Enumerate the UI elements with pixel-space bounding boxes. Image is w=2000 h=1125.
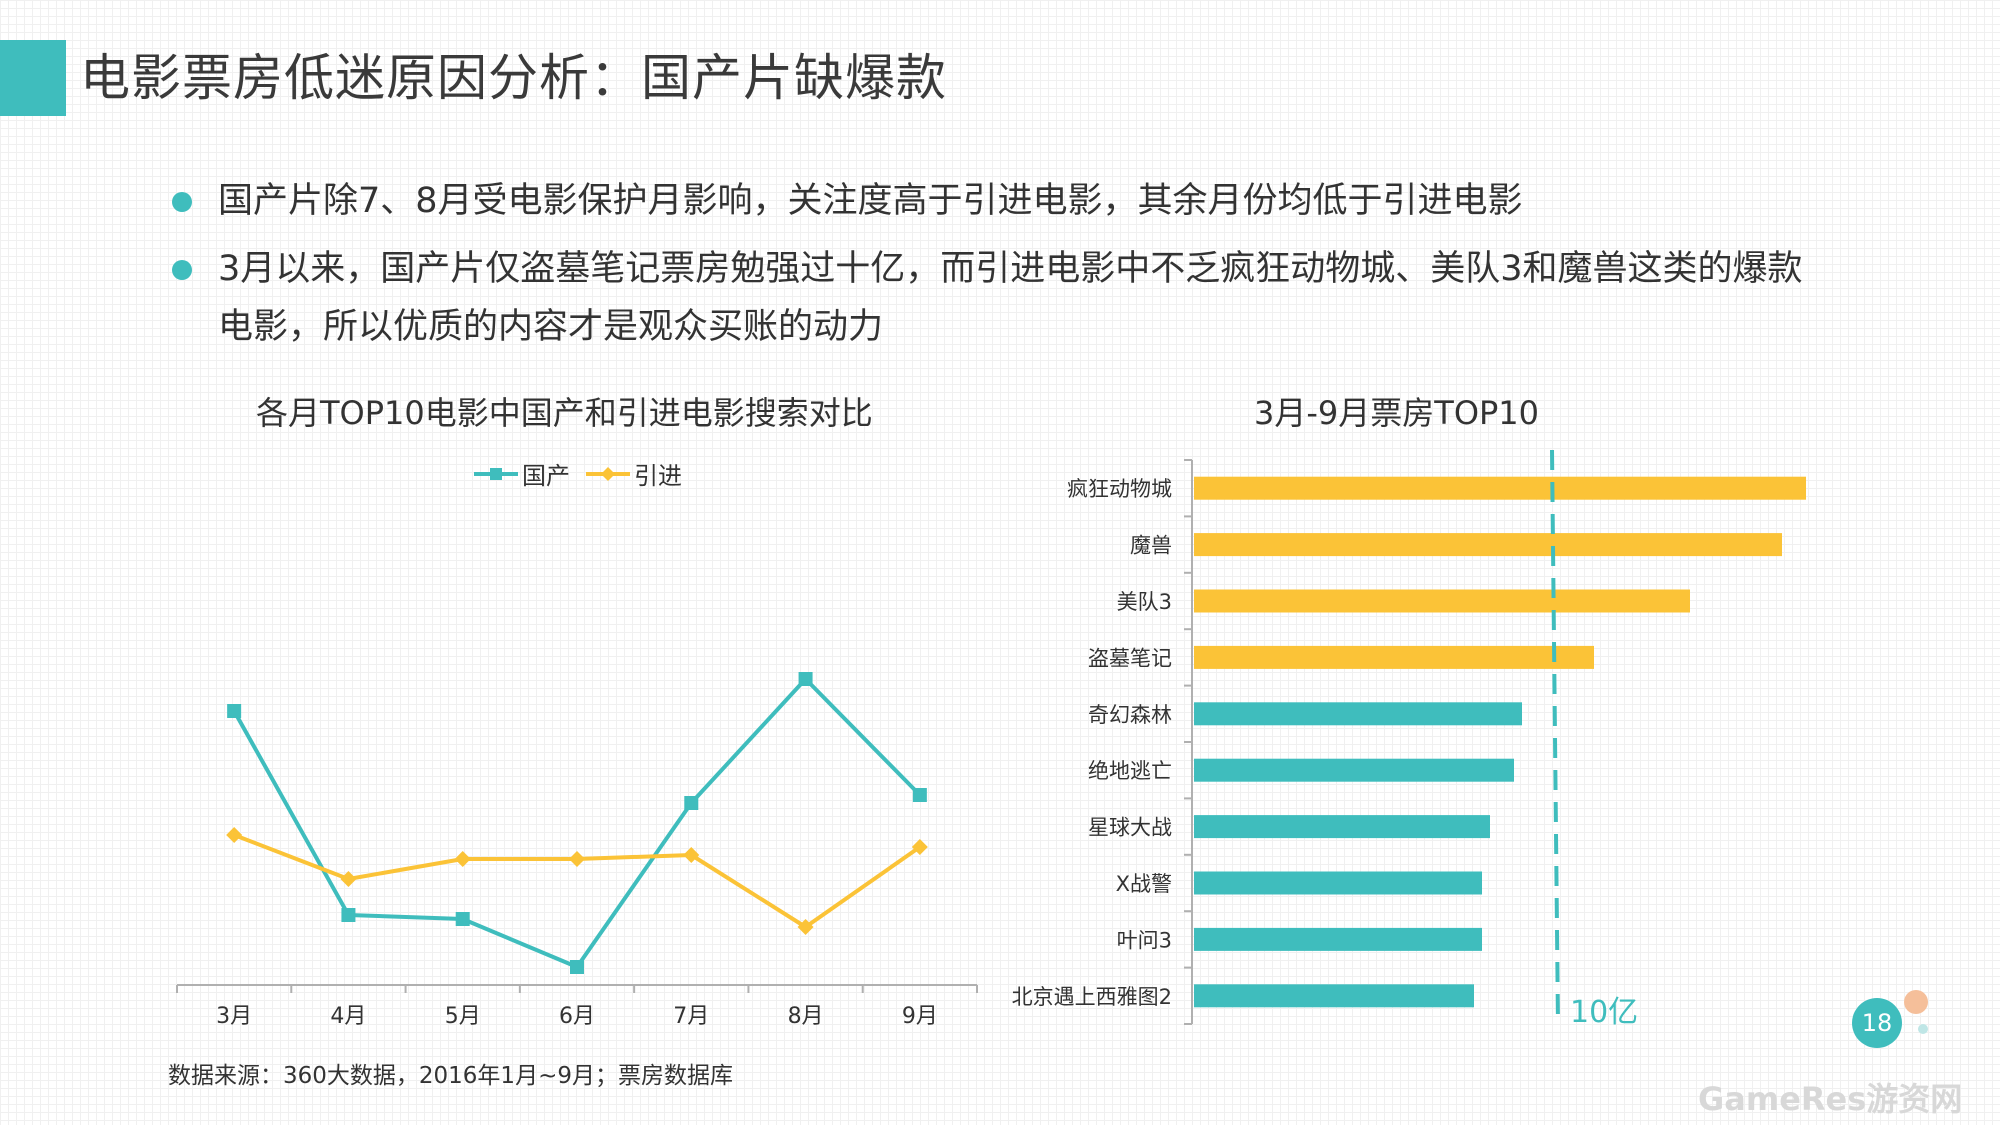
reference-line-label: 10亿 [1570, 995, 1638, 1030]
bar [1194, 758, 1514, 782]
line-chart-title: 各月TOP10电影中国产和引进电影搜索对比 [256, 394, 873, 432]
bullet-text: 3月以来，国产片仅盗墓笔记票房勉强过十亿，而引进电影中不乏疯狂动物城、美队3和魔… [218, 249, 1803, 347]
data-point-domestic [798, 672, 813, 686]
legend-label-imported: 引进 [634, 462, 682, 490]
x-tick-label: 7月 [673, 1004, 709, 1029]
bar [1194, 589, 1690, 613]
bar-chart-title: 3月-9月票房TOP10 [1254, 394, 1540, 432]
category-label: 奇幻森林 [1088, 703, 1172, 727]
category-label: 魔兽 [1130, 534, 1172, 558]
title-accent-bar [0, 40, 66, 116]
bar [1194, 871, 1482, 895]
data-point-imported [683, 847, 700, 863]
x-tick-label: 4月 [330, 1004, 366, 1029]
bar [1194, 533, 1782, 557]
category-label: 疯狂动物城 [1067, 477, 1172, 501]
bullet-item: 国产片除7、8月受电影保护月影响，关注度高于引进电影，其余月份均低于引进电影 [172, 172, 1812, 230]
bullet-dot-icon [172, 192, 192, 212]
bar [1194, 702, 1522, 726]
legend-item-domestic: 国产 [474, 456, 570, 491]
bar [1194, 476, 1806, 500]
category-label: 美队3 [1117, 590, 1172, 614]
x-tick-label: 8月 [788, 1004, 824, 1029]
decorative-circle-orange [1904, 990, 1928, 1014]
category-label: 星球大战 [1088, 816, 1172, 840]
legend-square-marker-icon [474, 467, 518, 480]
bar [1194, 984, 1474, 1008]
bullet-item: 3月以来，国产片仅盗墓笔记票房勉强过十亿，而引进电影中不乏疯狂动物城、美队3和魔… [172, 240, 1812, 356]
category-label: X战警 [1116, 872, 1172, 896]
category-label: 北京遇上西雅图2 [1012, 985, 1172, 1009]
data-point-imported [797, 919, 814, 935]
bullet-dot-icon [172, 260, 192, 280]
bar [1194, 927, 1482, 951]
category-label: 盗墓笔记 [1088, 646, 1172, 670]
category-label: 叶问3 [1117, 928, 1172, 952]
x-tick-label: 5月 [445, 1004, 481, 1029]
x-tick-label: 3月 [216, 1004, 252, 1029]
data-point-imported [340, 871, 357, 887]
data-point-domestic [227, 704, 242, 718]
legend-diamond-marker-icon [586, 466, 630, 481]
bullet-text: 国产片除7、8月受电影保护月影响，关注度高于引进电影，其余月份均低于引进电影 [218, 181, 1523, 221]
data-point-imported [226, 827, 243, 843]
bar [1194, 815, 1490, 839]
legend-item-imported: 引进 [586, 456, 682, 491]
data-point-domestic [684, 796, 699, 810]
x-tick-label: 9月 [902, 1004, 938, 1029]
line-chart-legend: 国产 引进 [474, 456, 698, 491]
watermark-text: GameRes游资网 [1698, 1080, 1963, 1118]
bullet-list: 国产片除7、8月受电影保护月影响，关注度高于引进电影，其余月份均低于引进电影 3… [172, 172, 1812, 366]
data-point-imported [454, 851, 471, 867]
category-label: 绝地逃亡 [1088, 759, 1172, 783]
data-source-note: 数据来源：360大数据，2016年1月~9月；票房数据库 [168, 1063, 733, 1089]
data-point-imported [911, 839, 928, 855]
data-point-domestic [341, 908, 356, 922]
bar [1194, 645, 1594, 669]
data-point-domestic [570, 960, 584, 974]
decorative-circle-teal [1918, 1024, 1928, 1034]
data-point-imported [569, 851, 585, 867]
legend-label-domestic: 国产 [522, 462, 570, 490]
data-point-domestic [912, 788, 927, 802]
x-tick-label: 6月 [559, 1004, 595, 1029]
page-title: 电影票房低迷原因分析：国产片缺爆款 [80, 49, 947, 107]
page-number-badge: 18 [1852, 998, 1902, 1048]
data-point-domestic [455, 912, 470, 926]
